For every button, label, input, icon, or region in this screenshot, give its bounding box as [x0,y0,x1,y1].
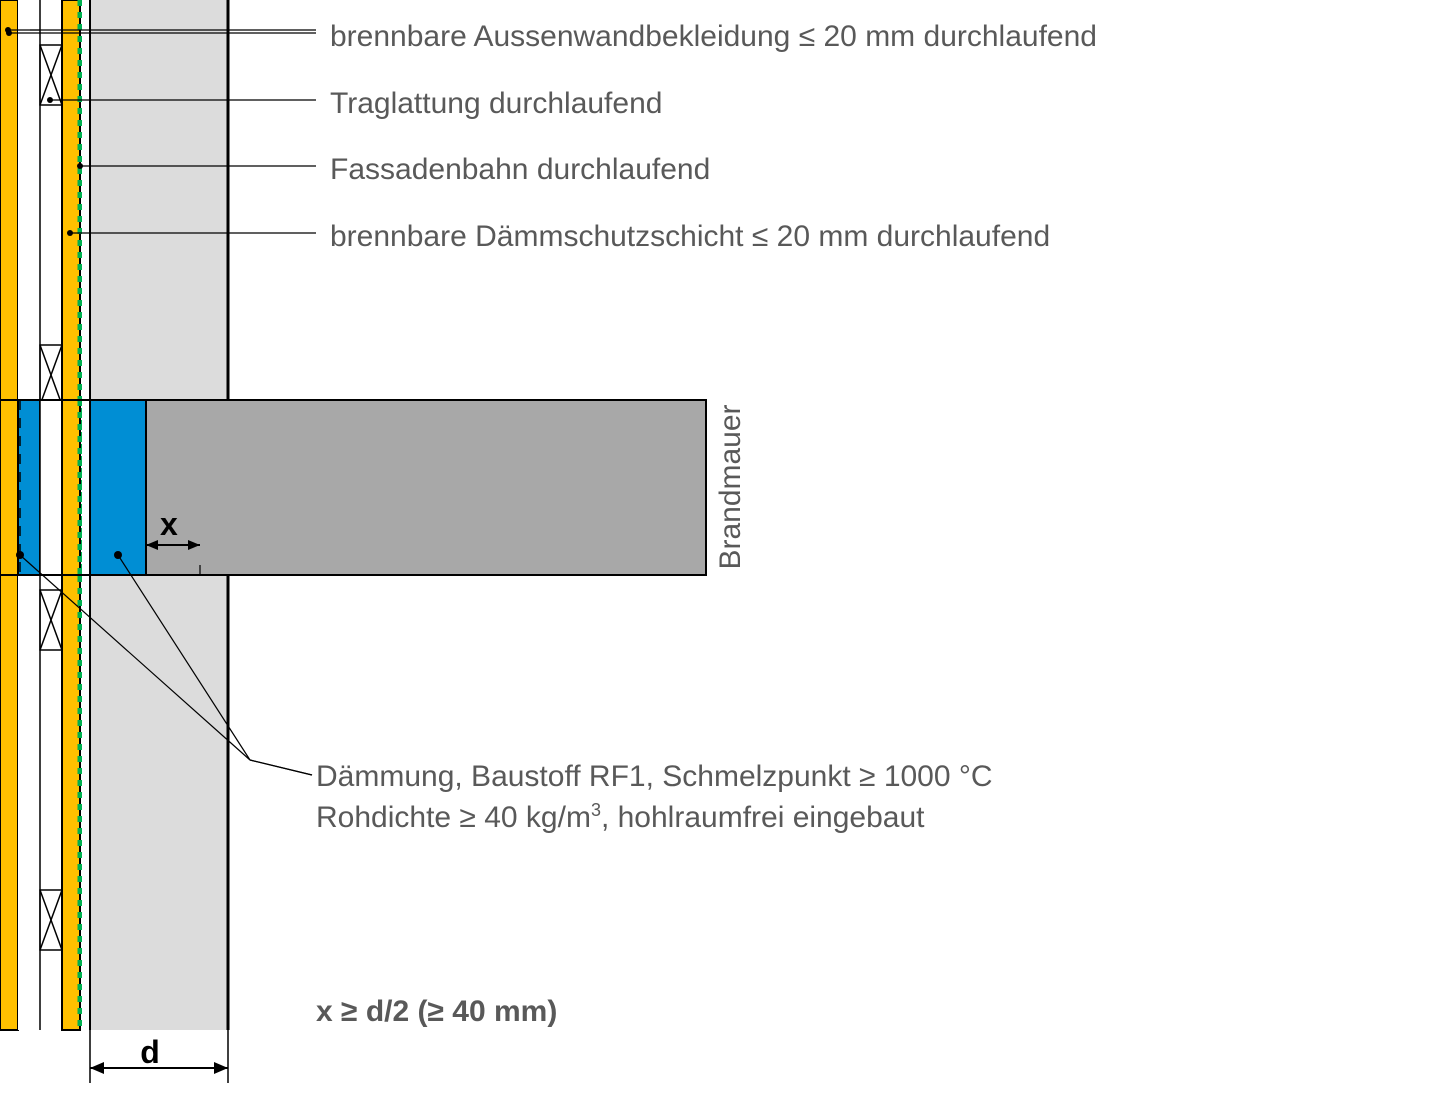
svg-text:d: d [140,1034,160,1070]
label-insulation-protection: brennbare Dämmschutzschicht ≤ 20 mm durc… [330,220,1050,254]
label-insulation-b: Rohdichte ≥ 40 kg/m3, hohlraumfrei einge… [316,800,925,835]
label-insulation-a: Dämmung, Baustoff RF1, Schmelzpunkt ≥ 10… [316,760,993,794]
label-membrane: Fassadenbahn durchlaufend [330,153,710,187]
svg-text:x: x [160,506,178,542]
svg-text:Brandmauer: Brandmauer [714,404,747,569]
label-equation: x ≥ d/2 (≥ 40 mm) [316,995,557,1029]
label-lattice: Traglattung durchlaufend [330,87,662,121]
label-cladding: brennbare Aussenwandbekleidung ≤ 20 mm d… [330,20,1097,54]
